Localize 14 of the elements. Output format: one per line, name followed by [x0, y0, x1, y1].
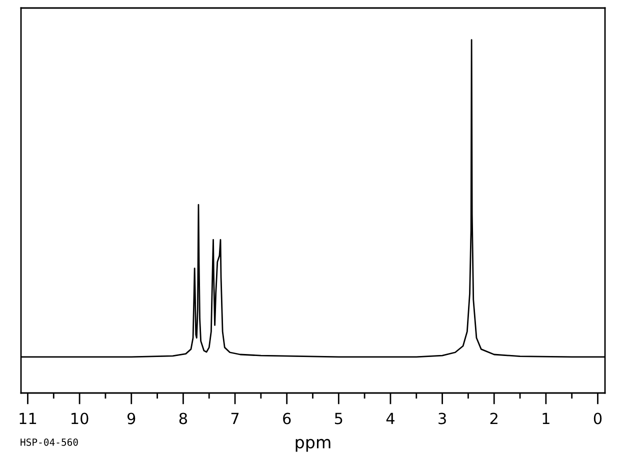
x-tick-label: 11: [20, 412, 36, 424]
x-tick-label: 4: [386, 412, 394, 424]
x-tick-label: 6: [283, 412, 291, 424]
x-tick-label: 3: [438, 412, 446, 424]
x-tick-label: 7: [231, 412, 239, 424]
text: HSP-04-560: [20, 438, 78, 446]
x-tick-label: 8: [179, 412, 188, 424]
x-tick-label: 2: [490, 412, 498, 424]
x-axis-title: ppm: [296, 438, 330, 452]
x-tick-label: 1: [542, 412, 550, 424]
x-tick-label: 10: [72, 412, 88, 424]
x-tick-label: 9: [127, 412, 136, 424]
x-tick-label: 0: [594, 412, 602, 424]
x-tick-label: 5: [334, 412, 342, 424]
